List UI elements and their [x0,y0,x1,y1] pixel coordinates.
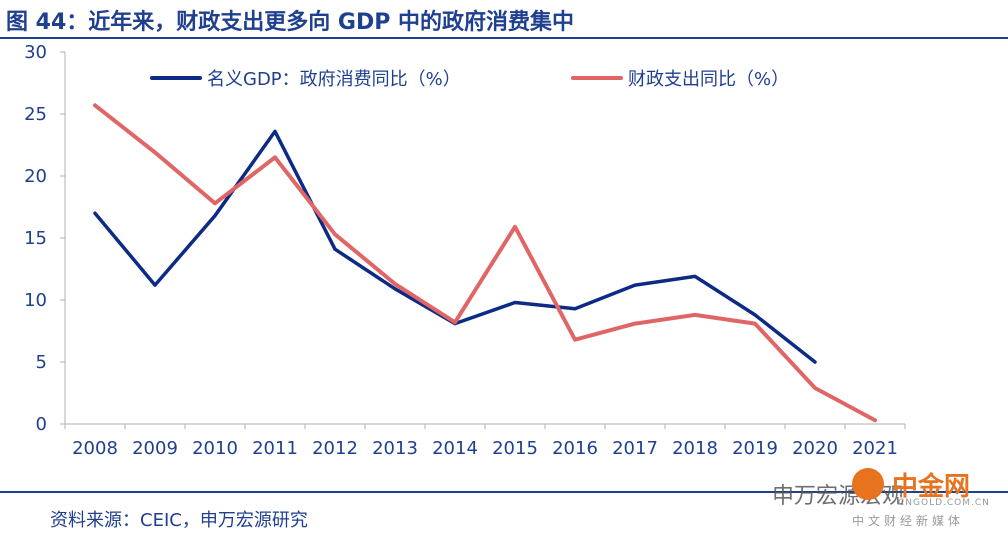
line-chart: 0 5 10 15 20 25 30 2008 2009 2010 2011 2012 2013 201… [24,42,906,459]
x-tick-label: 2021 [852,438,898,459]
legend-label-2: 财政支出同比（%） [628,69,789,90]
x-tick-label: 2018 [672,438,718,459]
watermark-logo-text: 中金网 [892,472,971,502]
y-tick-label: 20 [24,166,47,187]
title-divider [0,37,1008,39]
legend-label-1: 名义GDP：政府消费同比（%） [207,69,461,90]
y-axis: 0 5 10 15 20 25 30 [24,42,66,435]
x-tick-label: 2010 [192,438,238,459]
footer-divider [0,491,1008,493]
x-tick-label: 2011 [252,438,298,459]
watermark-account: 申万宏源宏观 [772,484,905,509]
legend: 名义GDP：政府消费同比（%） 财政支出同比（%） [150,69,789,90]
x-tick-label: 2009 [132,438,178,459]
series-layer [93,103,877,423]
watermark-logo-icon [852,468,884,500]
x-tick-label: 2016 [552,438,598,459]
chart-title: 图 44：近年来，财政支出更多向 GDP 中的政府消费集中 [6,10,575,35]
x-tick-label: 2014 [432,438,478,459]
y-tick-label: 10 [24,290,47,311]
source-note: 资料来源：CEIC，申万宏源研究 [50,510,308,531]
y-tick-label: 0 [36,414,47,435]
x-tick-label: 2017 [612,438,658,459]
x-tick-label: 2019 [732,438,778,459]
x-tick-label: 2012 [312,438,358,459]
y-tick-label: 30 [24,42,47,63]
watermark-slogan: 中文财经新媒体 [852,514,965,528]
series-line-1 [93,129,817,364]
y-tick-label: 5 [36,352,47,373]
x-axis: 2008 2009 2010 2011 2012 2013 2014 2015 2016 2017… [64,423,906,459]
series-line-2 [93,103,877,423]
y-tick-label: 15 [24,228,47,249]
y-tick-label: 25 [24,104,47,125]
x-tick-label: 2008 [72,438,118,459]
x-tick-label: 2020 [792,438,838,459]
x-tick-label: 2015 [492,438,538,459]
x-tick-label: 2013 [372,438,418,459]
watermark-domain: CNGOLD.COM.CN [898,498,990,508]
